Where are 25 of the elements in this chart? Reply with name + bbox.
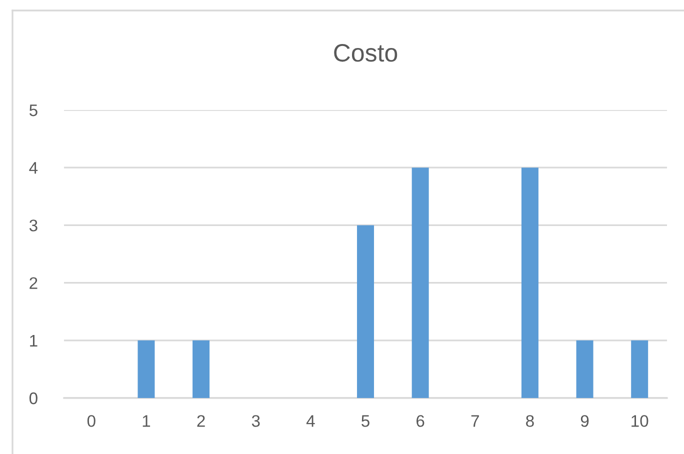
y-tick-label: 0 (29, 392, 38, 404)
x-tick-label: 9 (580, 415, 589, 427)
y-tick-label: 1 (30, 334, 38, 346)
bar (521, 168, 538, 398)
x-tick-label: 2 (197, 415, 205, 427)
y-tick-label: 2 (30, 277, 38, 289)
y-tick-label: 4 (29, 162, 38, 174)
bar (138, 340, 155, 398)
x-tick-label: 0 (87, 415, 96, 427)
bar (192, 340, 210, 398)
x-tick-label: 7 (471, 415, 479, 427)
bar (357, 225, 374, 398)
chart-title: Costo (334, 44, 398, 62)
x-tick-label: 10 (632, 415, 648, 427)
bar (412, 168, 429, 398)
y-tick-label: 3 (29, 220, 38, 232)
x-tick-label: 8 (526, 415, 534, 427)
x-tick-label: 3 (252, 415, 260, 427)
x-tick-label: 1 (142, 415, 150, 427)
x-tick-label: 5 (362, 415, 370, 427)
bar (631, 340, 648, 398)
x-tick-label: 4 (306, 415, 315, 427)
bar (576, 340, 594, 398)
y-tick-label: 5 (29, 104, 38, 116)
x-tick-label: 6 (416, 415, 424, 427)
